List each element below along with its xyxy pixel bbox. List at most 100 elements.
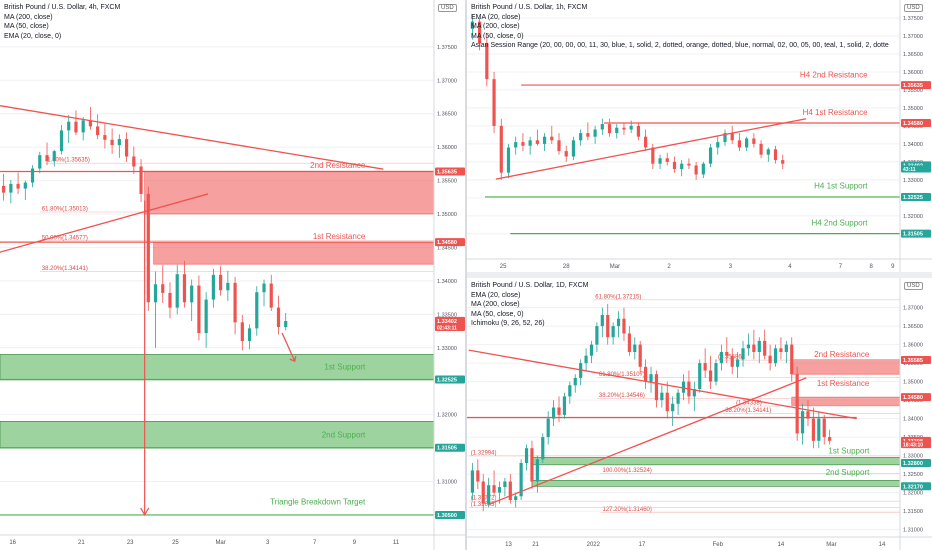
price-tag-label: 1.30500 — [437, 513, 457, 519]
candle — [681, 381, 686, 393]
candle — [660, 392, 664, 401]
time-tick: 7 — [313, 540, 317, 546]
candle — [752, 138, 756, 144]
candle — [633, 344, 637, 352]
candle — [182, 274, 187, 303]
time-tick: 14 — [879, 542, 886, 548]
time-tick: 23 — [127, 540, 134, 546]
time-tick: 3 — [266, 540, 270, 546]
fib-label: 1.60%(1.35635) — [47, 158, 90, 164]
level-annotation: 1st Resistance — [313, 232, 366, 241]
candle — [746, 344, 751, 349]
price-tag-label: 1.35635 — [437, 170, 457, 176]
time-tick: 21 — [532, 542, 539, 548]
price-tick: 1.36500 — [903, 52, 923, 58]
candle — [779, 348, 783, 352]
chart-panel-1h[interactable]: H4 2nd Resistance H4 1st Resistance H4 1st… — [467, 0, 932, 272]
currency-badge: USD — [904, 4, 923, 12]
chart-4h-svg[interactable]: 1.60%(1.35635) 61.80%(1.35013) 50.00%(1.34… — [0, 0, 466, 550]
price-tag — [901, 393, 931, 402]
price-tick: 1.36000 — [903, 343, 923, 349]
candle — [562, 396, 567, 415]
fib-label: 61.80%(1.37215) — [595, 294, 641, 300]
candle — [811, 418, 815, 441]
time-tick: 3 — [729, 264, 733, 270]
legend-indicator: Ichimoku (9, 26, 52, 26) — [471, 320, 545, 327]
price-tag — [901, 165, 931, 173]
price-tick: 1.35500 — [437, 179, 457, 185]
currency-badge: USD — [438, 4, 457, 12]
price-tag — [435, 510, 465, 519]
candle — [680, 163, 684, 170]
price-tick: 1.35000 — [903, 106, 923, 112]
legend-indicator: MA (200, close) — [471, 301, 520, 308]
candle — [579, 133, 583, 141]
price-tag-label: 1.31505 — [437, 446, 457, 452]
candle — [117, 139, 121, 146]
candle — [546, 418, 550, 438]
chart-1h-svg[interactable]: H4 2nd Resistance H4 1st Resistance H4 1st… — [467, 0, 932, 272]
price-tick: 1.37500 — [437, 45, 457, 51]
time-tick: 9 — [353, 540, 357, 546]
candle — [557, 407, 561, 415]
fib-label: 100.00%(1.32524) — [603, 468, 652, 474]
price-tag — [435, 238, 465, 247]
candle — [233, 282, 237, 323]
candle — [550, 136, 554, 141]
candle — [622, 127, 626, 130]
price-tick: 1.37000 — [903, 306, 923, 312]
candle — [81, 120, 85, 133]
candle — [247, 328, 252, 342]
level-annotation: H4 1st Support — [814, 182, 868, 191]
candle — [694, 165, 698, 175]
price-tick: 1.37000 — [437, 78, 457, 84]
price-tag-label: 1.32525 — [437, 378, 457, 384]
candle — [59, 130, 64, 152]
trendline — [0, 105, 384, 170]
candle — [226, 282, 230, 291]
legend-symbol: British Pound / U.S. Dollar, 1h, FXCM — [471, 4, 588, 11]
price-tick: 1.33000 — [903, 178, 923, 184]
candle — [262, 283, 266, 293]
time-tick: 14 — [778, 542, 785, 548]
candle — [795, 374, 799, 434]
candle — [773, 149, 778, 161]
price-tick: 1.31500 — [903, 509, 923, 515]
candle — [644, 366, 648, 382]
chart-1d-svg[interactable]: 61.80%(1.37215) 61.80%(1.35107) 38.20%(1.3… — [467, 278, 932, 550]
candle — [478, 21, 482, 44]
price-tick: 1.37500 — [903, 16, 923, 22]
panel-divider[interactable] — [467, 272, 932, 278]
price-tag — [901, 229, 931, 238]
candle — [658, 158, 662, 164]
legend-indicator: MA (50, close, 0) — [471, 310, 524, 318]
currency-badge: USD — [904, 282, 923, 290]
price-tag-label: 43:11 — [903, 167, 916, 173]
chart-panel-4h[interactable]: 1.60%(1.35635) 61.80%(1.35013) 50.00%(1.34… — [0, 0, 466, 550]
candle — [687, 163, 691, 166]
candle — [528, 140, 532, 146]
fib-label: 127.20%(1.31460) — [603, 507, 652, 513]
candle — [745, 138, 749, 148]
support-zone — [0, 354, 435, 381]
candle — [671, 403, 675, 412]
candle — [719, 352, 723, 364]
candle — [730, 133, 734, 141]
candle — [552, 407, 556, 419]
price-tick: 1.33000 — [903, 454, 923, 460]
candle — [132, 156, 136, 167]
candle — [600, 124, 604, 130]
price-tag — [435, 375, 465, 384]
candle — [96, 126, 100, 136]
time-tick: 21 — [78, 540, 85, 546]
candle — [644, 136, 648, 148]
price-tag-label: 1.35585 — [903, 358, 923, 364]
candle — [593, 129, 597, 137]
candle — [530, 448, 534, 482]
price-tag — [901, 355, 931, 364]
candle — [276, 307, 281, 328]
chart-panel-1d[interactable]: 61.80%(1.37215) 61.80%(1.35107) 38.20%(1.3… — [467, 278, 932, 550]
level-annotation: H4 2nd Support — [811, 218, 868, 227]
panel-divider[interactable] — [465, 0, 467, 550]
time-tick: 25 — [500, 264, 507, 270]
